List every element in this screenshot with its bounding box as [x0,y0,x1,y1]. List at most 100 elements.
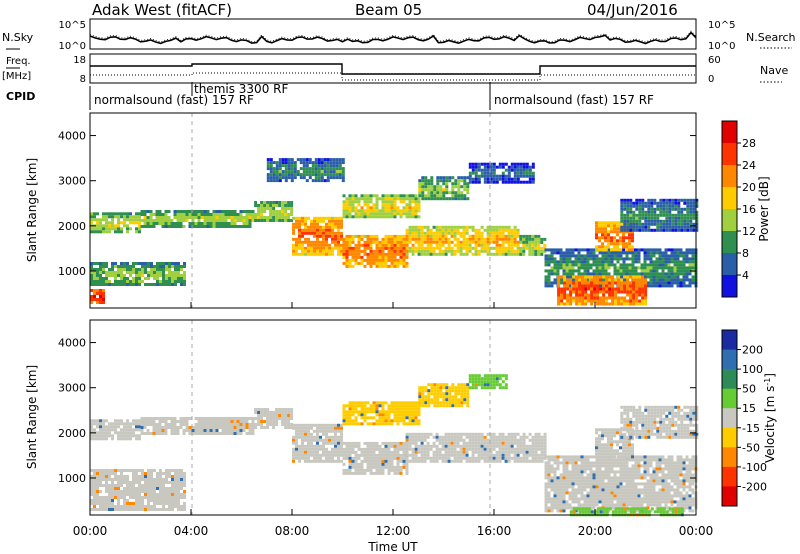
power-cell [495,237,499,241]
power-cell [550,281,554,285]
velocity-cell [381,468,385,472]
power-cell [655,284,659,288]
power-cell [646,272,650,276]
velocity-cell [114,508,117,511]
power-cell [477,237,481,241]
power-cell [317,173,321,177]
velocity-cell [381,401,385,405]
power-cell [248,216,252,219]
power-cell [338,164,342,168]
power-cell [463,194,467,198]
power-cell [655,251,659,255]
power-cell [191,216,195,219]
power-cell [138,271,141,274]
power-cell [408,200,412,204]
power-cell [623,207,627,211]
power-cell [629,296,633,300]
velocity-cell [185,426,189,429]
power-cell [366,261,370,265]
power-cell [444,225,448,229]
power-cell [590,287,594,291]
power-cell [332,164,336,168]
power-cell [126,271,129,274]
power-cell [525,180,529,184]
velocity-cell [369,462,373,466]
power-cell [390,264,394,268]
power-cell [325,231,328,235]
power-cell [357,203,361,207]
power-cell [501,231,505,235]
velocity-cell [387,462,391,466]
power-cell [578,293,582,297]
velocity-cell [159,496,162,499]
velocity-cell [345,450,349,454]
power-cell [590,296,594,300]
velocity-cell [96,419,99,423]
power-cell [269,167,273,171]
velocity-cell [348,419,352,423]
velocity-cell [174,475,177,478]
velocity-cell [474,447,478,451]
power-cell [626,210,630,214]
velocity-cell [126,487,129,490]
velocity-cell [342,407,346,411]
velocity-cell [378,453,382,457]
velocity-cell [295,450,298,454]
velocity-cell [218,432,222,435]
power-cell [132,218,135,222]
power-cell [197,213,201,216]
velocity-cell [340,438,343,442]
power-cell [495,249,499,253]
velocity-cell [301,432,304,436]
velocity-cell [290,423,294,426]
power-cell [304,240,307,244]
power-cell [360,215,364,219]
velocity-cell [209,423,213,426]
velocity-cell [337,438,340,442]
velocity-cell [316,456,319,460]
power-cell [123,268,126,271]
velocity-cell [144,484,147,487]
velocity-cell [528,459,532,463]
power-cell [408,240,412,244]
velocity-cell [360,453,364,457]
velocity-cell [132,487,135,490]
power-cell [351,194,355,198]
velocity-cell [144,505,147,508]
velocity-cell [105,505,108,508]
velocity-cell [168,469,171,472]
power-cell [179,210,183,213]
power-cell [102,283,105,286]
power-cell [486,177,490,181]
power-cell [342,246,346,250]
power-cell [614,290,618,294]
power-cell [531,162,535,166]
velocity-cell [402,441,406,445]
power-cell [320,158,324,162]
velocity-cell [165,481,168,484]
velocity-cell [114,496,117,499]
power-cell [641,204,645,208]
power-cell [426,246,430,250]
velocity-cell [384,447,388,451]
power-cell [531,237,535,241]
power-cell [429,240,433,244]
velocity-cell [498,435,502,439]
power-cell [436,191,440,195]
velocity-cell [375,459,379,463]
velocity-cell [135,437,138,441]
power-cell [468,171,472,175]
power-cell [510,234,514,238]
velocity-cell [396,456,400,460]
velocity-cell [447,453,451,457]
velocity-cell [438,447,442,451]
power-cell [287,213,291,216]
power-cell [623,290,627,294]
velocity-cell [513,447,517,451]
power-cell [390,249,394,253]
power-cell [664,272,668,276]
power-cell [596,275,600,279]
power-cell [331,216,334,220]
power-cell [658,260,662,264]
velocity-cell [387,407,391,411]
